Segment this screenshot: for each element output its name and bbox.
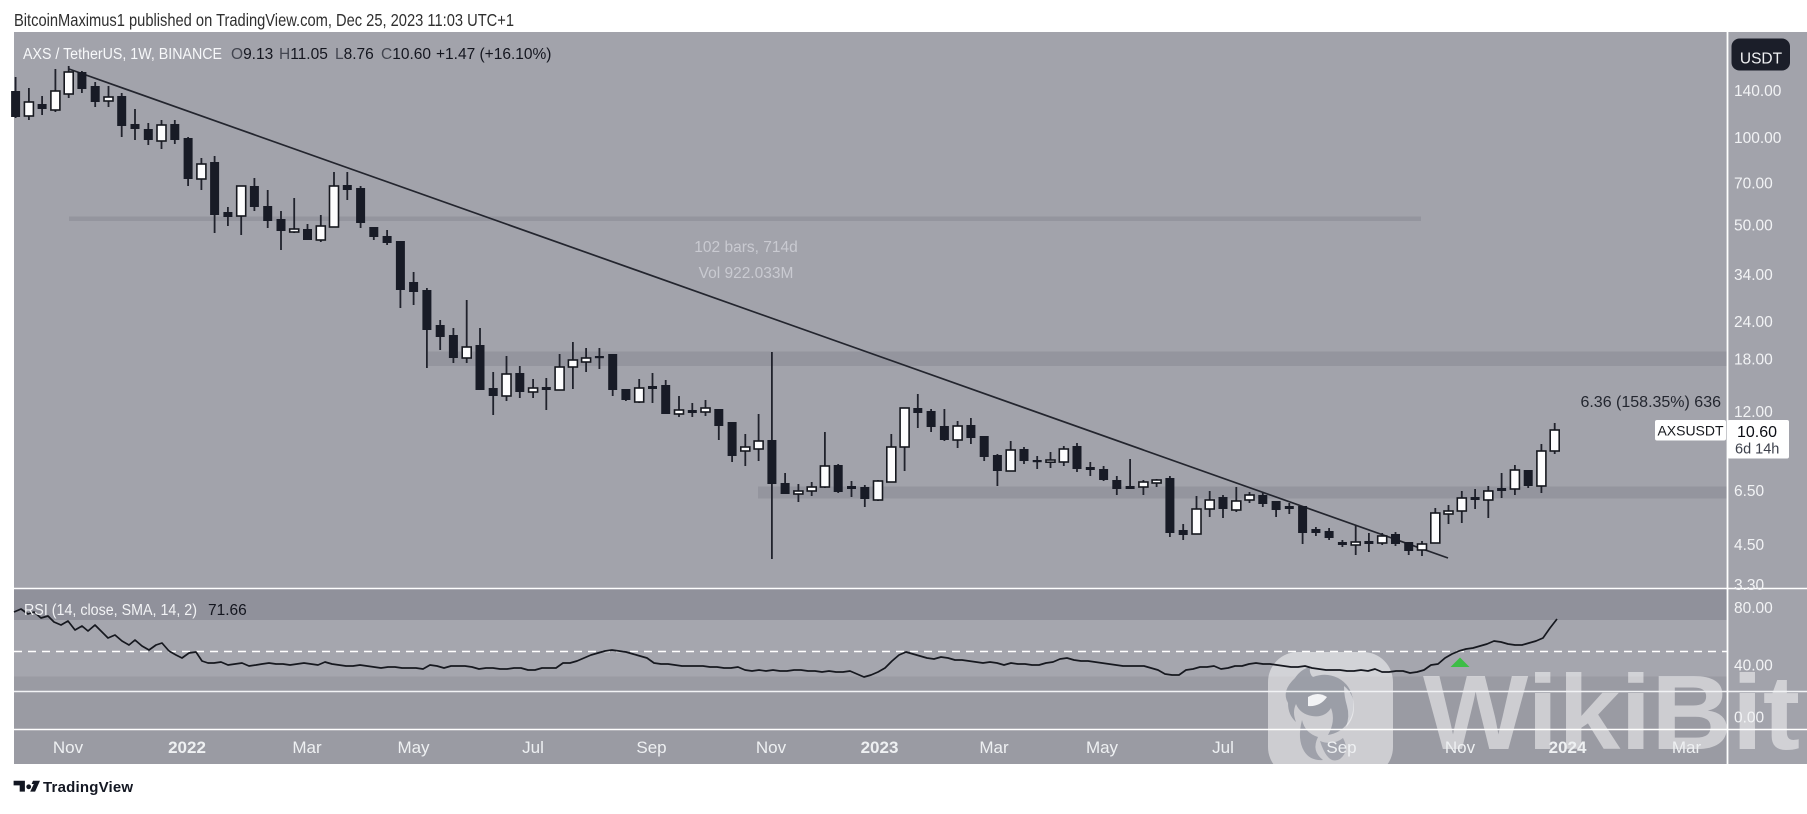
svg-text:+1.47 (+16.10%): +1.47 (+16.10%) [436,46,551,63]
svg-text:140.00: 140.00 [1734,83,1782,100]
svg-text:Nov: Nov [1445,738,1476,757]
svg-text:TradingView: TradingView [43,779,133,796]
svg-text:70.00: 70.00 [1734,176,1773,193]
svg-text:C10.60: C10.60 [381,46,431,63]
svg-text:50.00: 50.00 [1734,218,1773,235]
svg-text:2023: 2023 [861,738,899,757]
svg-text:BitcoinMaximus1 published on T: BitcoinMaximus1 published on TradingView… [14,10,514,30]
svg-text:6.36 (158.35%) 636: 6.36 (158.35%) 636 [1580,394,1721,411]
svg-text:Vol 922.033M: Vol 922.033M [699,265,794,282]
svg-text:2024: 2024 [1549,738,1587,757]
svg-text:12.00: 12.00 [1734,404,1773,421]
svg-text:AXS / TetherUS, 1W, BINANCE: AXS / TetherUS, 1W, BINANCE [23,46,222,63]
svg-text:3.30: 3.30 [1734,577,1765,594]
svg-text:AXSUSDT: AXSUSDT [1657,423,1724,439]
svg-text:May: May [397,738,430,757]
svg-text:100.00: 100.00 [1734,130,1782,147]
svg-text:71.66: 71.66 [208,602,247,619]
svg-text:WikiBit: WikiBit [1423,654,1800,772]
svg-text:Jul: Jul [1212,738,1234,757]
svg-text:Jul: Jul [522,738,544,757]
svg-text:18.00: 18.00 [1734,352,1773,369]
svg-text:H11.05: H11.05 [279,46,328,63]
svg-text:4.50: 4.50 [1734,537,1765,554]
svg-text:0.00: 0.00 [1734,710,1765,727]
svg-text:40.00: 40.00 [1734,658,1773,675]
svg-text:6.50: 6.50 [1734,483,1765,500]
svg-text:2022: 2022 [168,738,206,757]
svg-text:Nov: Nov [53,738,84,757]
svg-text:RSI (14, close, SMA, 14, 2): RSI (14, close, SMA, 14, 2) [24,602,197,619]
svg-text:Nov: Nov [756,738,787,757]
svg-text:80.00: 80.00 [1734,600,1773,617]
svg-text:O9.13: O9.13 [231,46,273,63]
svg-text:Mar: Mar [1672,738,1702,757]
svg-text:10.60: 10.60 [1737,424,1777,441]
svg-text:Mar: Mar [979,738,1009,757]
svg-text:May: May [1086,738,1119,757]
svg-text:6d 14h: 6d 14h [1735,442,1779,458]
svg-text:34.00: 34.00 [1734,267,1773,284]
svg-text:Mar: Mar [292,738,322,757]
svg-text:102 bars, 714d: 102 bars, 714d [694,239,797,256]
svg-text:24.00: 24.00 [1734,314,1773,331]
svg-text:Sep: Sep [636,738,666,757]
svg-text:Sep: Sep [1326,738,1356,757]
svg-text:USDT: USDT [1740,51,1783,68]
svg-text:L8.76: L8.76 [335,46,374,63]
